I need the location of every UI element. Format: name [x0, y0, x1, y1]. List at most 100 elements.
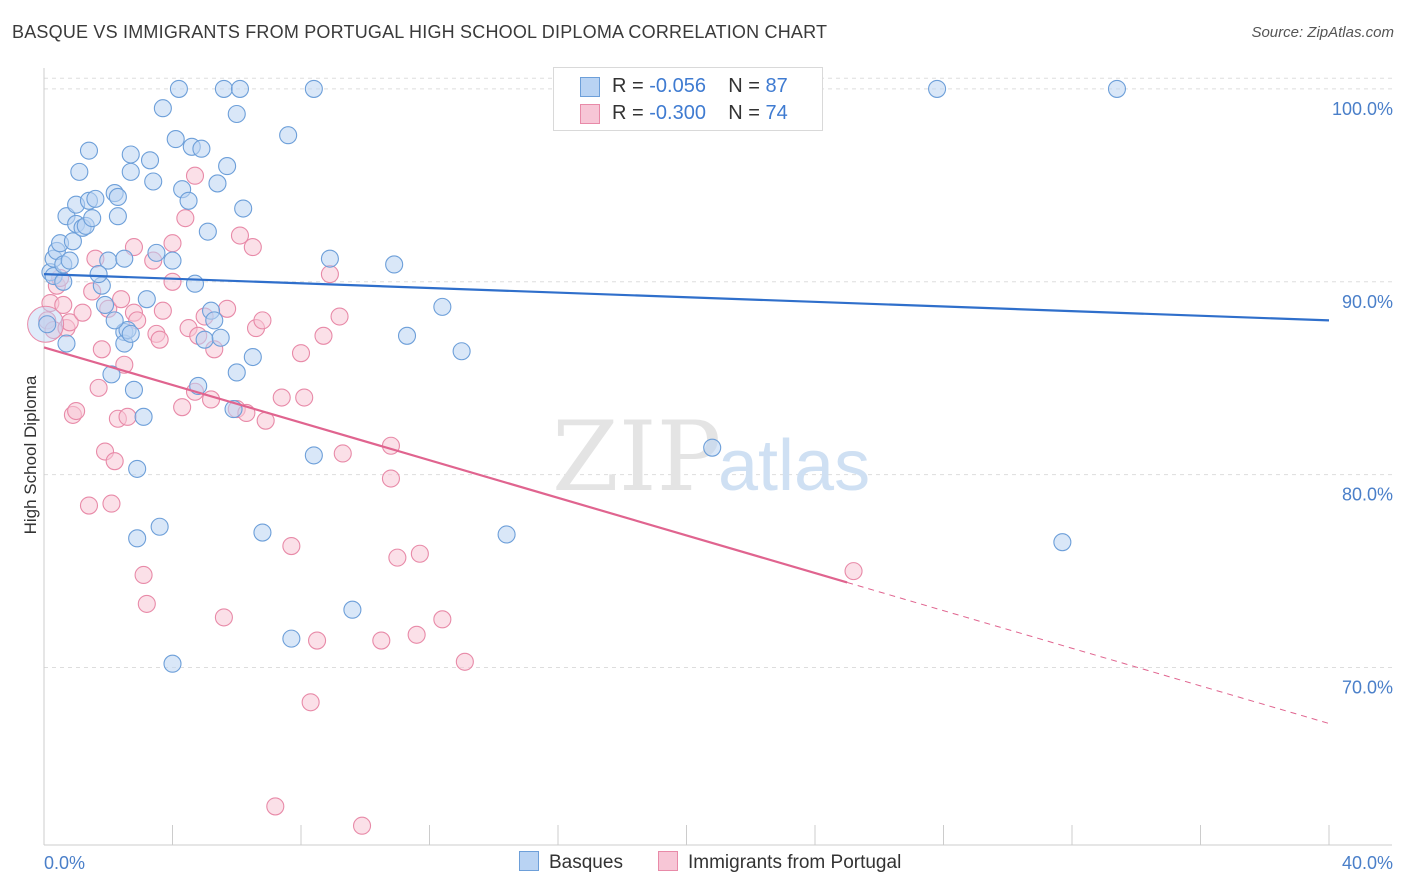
data-point — [333, 444, 352, 463]
y-axis-label: High School Diploma — [21, 375, 40, 534]
y-tick-label: 90.0% — [1342, 292, 1393, 312]
data-point — [372, 631, 391, 650]
series-basques — [38, 79, 1127, 673]
data-point — [844, 562, 863, 581]
data-point — [185, 166, 205, 185]
legend-n-label: N = — [728, 102, 766, 124]
data-point — [150, 330, 169, 349]
data-point — [108, 187, 127, 206]
legend-r-value: -0.300 — [649, 102, 706, 124]
legend-n-label: N = — [728, 75, 766, 97]
data-point — [282, 629, 301, 648]
data-point — [1053, 533, 1072, 552]
correlation-legend: R = -0.056 N = 87 R = -0.300 N = 74 — [553, 67, 823, 131]
data-point — [243, 238, 262, 257]
bottom-legend-label: Basques — [549, 852, 623, 873]
data-point — [92, 340, 111, 359]
data-point — [253, 523, 272, 542]
data-point — [169, 79, 188, 98]
y-tick-label: 80.0% — [1342, 485, 1393, 505]
data-point — [38, 315, 57, 334]
data-point — [166, 130, 185, 149]
trend-line-basques — [43, 272, 1330, 322]
data-point — [128, 459, 147, 478]
legend-r-value: -0.056 — [649, 75, 706, 97]
data-point — [67, 401, 86, 421]
data-point — [218, 157, 237, 176]
y-tick-label: 70.0% — [1342, 678, 1393, 698]
data-point — [330, 307, 349, 326]
data-point — [1107, 79, 1127, 98]
data-point — [163, 234, 182, 253]
legend-r-label: R = — [612, 102, 650, 124]
bottom-legend-label: Immigrants from Portugal — [688, 852, 902, 873]
data-point — [150, 517, 169, 536]
data-point — [304, 79, 323, 98]
tick-labels: 100.0% 90.0% 80.0% 70.0% 0.0% 40.0% — [44, 99, 1393, 873]
data-point — [198, 222, 217, 241]
data-point — [214, 79, 233, 98]
data-point — [153, 99, 172, 118]
data-point — [54, 295, 73, 315]
data-point — [86, 189, 105, 208]
legend-r-label: R = — [612, 75, 650, 97]
watermark-atlas: atlas — [718, 426, 870, 506]
data-point — [83, 209, 102, 228]
data-point — [227, 363, 246, 382]
data-point — [433, 297, 452, 316]
data-point — [195, 330, 214, 349]
data-point — [121, 162, 140, 181]
data-point — [176, 209, 195, 228]
data-point — [214, 608, 233, 627]
data-point — [79, 141, 99, 160]
trend-lines — [43, 272, 1330, 724]
data-point — [230, 226, 250, 245]
data-point — [308, 631, 327, 650]
data-point — [163, 251, 182, 270]
grid-lines — [44, 77, 1392, 669]
data-point — [60, 251, 79, 270]
data-point — [234, 199, 253, 218]
x-tick-label: 0.0% — [44, 853, 85, 873]
data-point — [121, 145, 140, 164]
source-label: Source: ZipAtlas.com — [1251, 24, 1394, 41]
data-point — [121, 324, 140, 343]
data-point — [352, 816, 372, 835]
data-point — [108, 207, 127, 226]
data-point — [89, 265, 108, 284]
data-point — [115, 249, 134, 268]
data-point — [703, 438, 722, 457]
watermark: ZIP atlas — [552, 401, 870, 513]
data-point — [57, 334, 76, 353]
data-point — [102, 365, 121, 384]
data-point — [137, 290, 156, 309]
data-point — [272, 388, 291, 407]
bottom-legend-swatch-blue — [519, 851, 539, 871]
data-point — [343, 600, 362, 619]
data-point — [128, 529, 147, 548]
data-point — [295, 388, 314, 407]
bottom-legend-basques: Basques — [519, 851, 623, 874]
data-point — [95, 295, 115, 315]
data-point — [179, 191, 198, 210]
data-point — [173, 398, 192, 417]
data-point — [89, 378, 108, 397]
data-point — [385, 255, 404, 274]
data-point — [266, 797, 285, 816]
data-point — [140, 151, 160, 170]
data-point — [147, 243, 166, 262]
data-point — [112, 290, 131, 309]
data-point — [253, 311, 272, 330]
data-point — [243, 347, 262, 367]
data-point — [63, 232, 82, 251]
data-point — [314, 326, 333, 345]
data-point — [928, 79, 947, 98]
data-point — [102, 494, 121, 513]
data-point — [381, 469, 401, 488]
data-point — [497, 525, 516, 544]
data-point — [185, 274, 205, 293]
data-point — [455, 652, 474, 671]
data-point — [410, 544, 429, 563]
bottom-legend-swatch-pink — [658, 851, 678, 871]
